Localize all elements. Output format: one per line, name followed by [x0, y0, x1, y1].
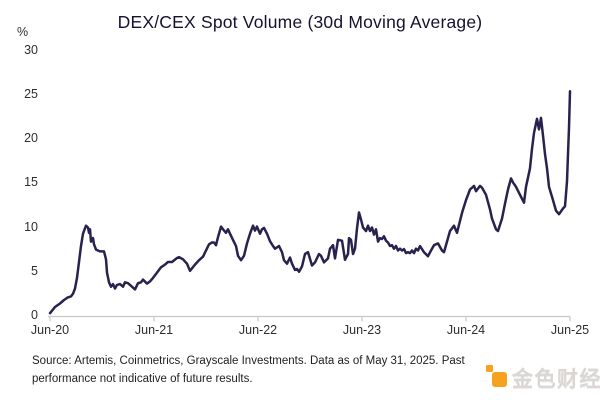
x-tick-label-jun-25: Jun-25	[550, 323, 590, 337]
y-tick-label-10: 10	[24, 219, 38, 234]
y-tick-label-25: 25	[24, 87, 38, 101]
x-tick-label-jun-24: Jun-24	[446, 323, 486, 337]
x-axis-tick-marks	[49, 316, 571, 322]
x-tick-label-jun-21: Jun-21	[134, 323, 174, 337]
logo-block-small	[486, 365, 493, 372]
logo-block-large	[492, 372, 507, 387]
y-tick-label-20: 20	[24, 131, 38, 146]
source-note-line2: performance not indicative of future res…	[32, 373, 253, 385]
y-tick-label-0: 0	[31, 308, 38, 322]
y-tick-label-5: 5	[31, 263, 38, 278]
x-tick-label-jun-23: Jun-23	[342, 323, 382, 337]
chart-title: DEX/CEX Spot Volume (30d Moving Average)	[117, 12, 483, 32]
source-note-line1: Source: Artemis, Coinmetrics, Grayscale …	[32, 355, 465, 367]
jinse-finance-watermark-text: 金色财经	[512, 368, 600, 391]
dex-cex-ratio-line	[48, 90, 572, 315]
y-axis-unit-label: %	[17, 25, 29, 39]
y-tick-label-30: 30	[24, 42, 38, 57]
x-tick-label-jun-22: Jun-22	[238, 323, 278, 337]
y-tick-label-15: 15	[24, 175, 38, 190]
x-tick-label-jun-20: Jun-20	[30, 323, 70, 337]
jinse-finance-logo-icon	[486, 365, 508, 389]
source-note: Source: Artemis, Coinmetrics, Grayscale …	[32, 352, 572, 388]
jinse-finance-watermark: 金色财经	[486, 363, 600, 393]
